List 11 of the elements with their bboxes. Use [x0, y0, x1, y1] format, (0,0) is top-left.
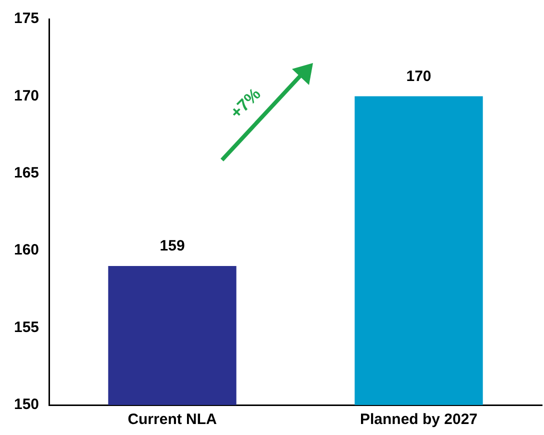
x-tick-label: Planned by 2027	[360, 411, 478, 428]
y-tick-label: 165	[14, 164, 40, 182]
y-tick-label: 175	[14, 10, 40, 28]
x-tick-label: Current NLA	[128, 411, 218, 428]
data-label: 170	[406, 68, 432, 85]
annotation: +7%	[226, 84, 264, 122]
y-tick-label: 170	[14, 87, 40, 104]
data-label: 159	[160, 238, 185, 255]
y-tick-label: 150	[14, 396, 40, 414]
y-tick-label: 155	[14, 318, 40, 336]
y-tick-label: 160	[14, 242, 40, 259]
